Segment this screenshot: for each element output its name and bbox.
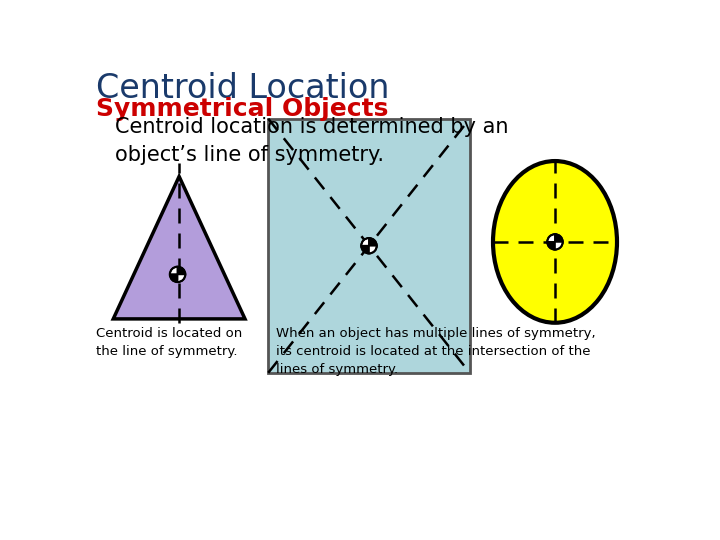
Wedge shape <box>361 238 369 246</box>
Polygon shape <box>113 177 245 319</box>
Text: Symmetrical Objects: Symmetrical Objects <box>96 97 389 121</box>
Wedge shape <box>178 274 185 282</box>
Wedge shape <box>369 238 377 246</box>
Wedge shape <box>555 242 563 249</box>
Text: Centroid Location: Centroid Location <box>96 72 390 105</box>
Wedge shape <box>361 246 369 253</box>
Wedge shape <box>555 234 563 242</box>
Wedge shape <box>170 274 178 282</box>
Wedge shape <box>178 267 185 274</box>
Wedge shape <box>547 242 555 249</box>
Ellipse shape <box>493 161 617 323</box>
Wedge shape <box>369 246 377 253</box>
Wedge shape <box>170 267 178 274</box>
Text: Centroid location is determined by an
object’s line of symmetry.: Centroid location is determined by an ob… <box>114 117 508 165</box>
Text: When an object has multiple lines of symmetry,
its centroid is located at the in: When an object has multiple lines of sym… <box>276 327 595 376</box>
Wedge shape <box>547 234 555 242</box>
Text: Centroid is located on
the line of symmetry.: Centroid is located on the line of symme… <box>96 327 243 357</box>
Bar <box>269 119 469 373</box>
